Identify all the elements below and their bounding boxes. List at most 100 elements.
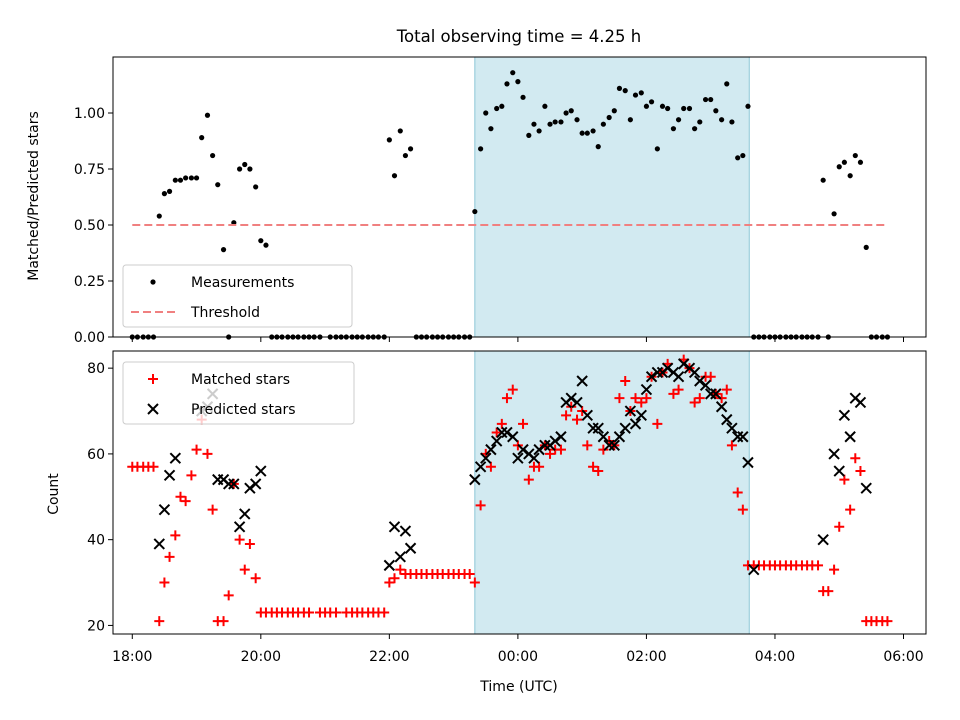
data-point <box>721 413 733 426</box>
data-point <box>613 431 626 443</box>
data-point <box>507 431 519 443</box>
data-point <box>823 586 834 597</box>
data-point <box>501 393 512 404</box>
legend-marker <box>148 374 158 384</box>
data-point <box>528 452 540 464</box>
data-point <box>331 607 342 618</box>
data-point <box>239 564 250 575</box>
data-point <box>480 452 492 464</box>
y-tick-label: 0.50 <box>74 218 105 234</box>
data-point <box>250 573 261 584</box>
data-point <box>239 508 251 520</box>
x-tick-label: 22:00 <box>369 649 409 665</box>
data-point <box>163 469 176 482</box>
y-tick-label: 60 <box>87 447 105 463</box>
data-point <box>820 177 826 183</box>
data-point <box>654 146 660 152</box>
data-point <box>665 105 671 112</box>
bottom-chart-xlabel: Time (UTC) <box>479 679 557 695</box>
data-point <box>645 371 658 383</box>
legend-marker <box>150 279 156 285</box>
data-point <box>572 414 583 425</box>
data-point <box>170 530 181 541</box>
data-point <box>494 105 500 112</box>
y-tick-label: 1.00 <box>74 106 105 122</box>
data-point <box>154 616 165 627</box>
data-point <box>624 405 637 417</box>
data-point <box>710 388 722 400</box>
data-point <box>616 85 623 91</box>
data-point <box>191 444 202 455</box>
data-point <box>166 188 173 194</box>
data-point <box>860 482 872 494</box>
data-point <box>215 182 221 188</box>
data-point <box>731 431 744 443</box>
data-point <box>847 173 853 179</box>
data-point <box>641 393 652 404</box>
data-point <box>675 117 682 123</box>
data-point <box>614 393 625 404</box>
data-point <box>485 443 497 456</box>
data-point <box>558 119 564 125</box>
data-point <box>643 103 650 109</box>
x-tick-label: 04:00 <box>755 649 795 665</box>
data-point <box>199 135 205 141</box>
x-tick-label: 20:00 <box>241 649 281 665</box>
data-point <box>520 94 526 100</box>
data-point <box>689 397 700 408</box>
data-point <box>158 503 171 516</box>
data-point <box>813 560 824 571</box>
data-point <box>576 375 588 387</box>
data-point <box>202 448 213 459</box>
data-point <box>597 431 610 443</box>
data-point <box>483 110 489 116</box>
data-point <box>719 117 725 123</box>
legend-1: Matched stars Predicted stars <box>122 361 355 425</box>
data-point <box>651 366 664 379</box>
data-point <box>207 504 218 515</box>
data-point <box>852 152 858 159</box>
data-point <box>627 117 633 123</box>
data-point <box>640 383 653 396</box>
series-dot <box>129 70 891 340</box>
bottom-chart-ylabel: Count <box>46 473 62 515</box>
data-point <box>745 103 751 109</box>
data-point <box>729 119 735 125</box>
data-point <box>384 577 395 588</box>
data-point <box>694 393 705 404</box>
data-point <box>620 376 631 387</box>
data-point <box>737 504 748 515</box>
data-point <box>402 152 409 159</box>
data-point <box>526 132 532 138</box>
data-point <box>490 435 503 447</box>
data-point <box>237 166 243 172</box>
data-point <box>726 422 738 434</box>
top-chart-ylabel: Matched/Predicted stars <box>26 111 42 281</box>
data-point <box>681 105 687 112</box>
data-point <box>737 431 749 443</box>
data-point <box>469 473 481 486</box>
data-point <box>592 422 604 434</box>
data-point <box>740 152 746 159</box>
legend-label: Matched stars <box>191 372 290 388</box>
data-point <box>204 112 211 118</box>
x-tick-label: 00:00 <box>498 649 538 665</box>
panel-0: 0.00 0.25 0.50 0.75 1.00 <box>74 56 927 346</box>
data-point <box>186 470 197 481</box>
data-point <box>549 435 561 447</box>
data-point <box>242 161 248 168</box>
legend-box <box>122 264 353 328</box>
data-point <box>598 444 609 455</box>
data-point <box>595 144 601 150</box>
data-point <box>533 443 545 456</box>
data-point <box>697 119 703 125</box>
data-point <box>828 448 840 460</box>
data-point <box>156 213 162 219</box>
observing-window-shade <box>474 350 750 635</box>
data-point <box>844 431 856 443</box>
data-point <box>475 500 486 511</box>
data-point <box>504 81 510 87</box>
data-point <box>386 137 392 143</box>
data-point <box>606 114 612 121</box>
data-point <box>552 119 558 125</box>
